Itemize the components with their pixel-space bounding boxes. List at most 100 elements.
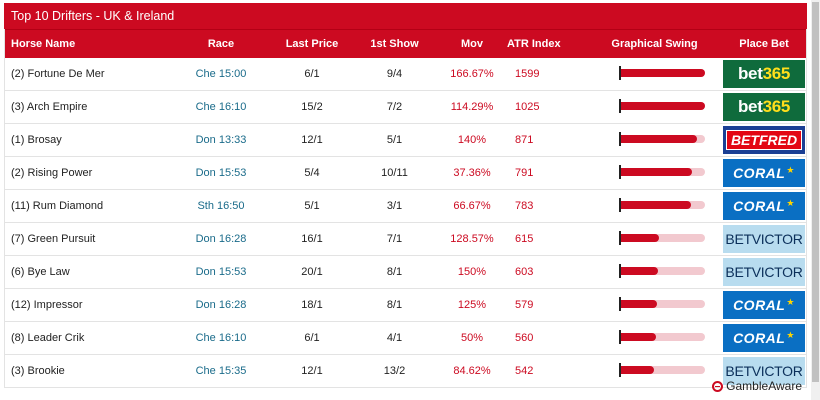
horse-name: (8) Leader Crik bbox=[5, 332, 170, 344]
race-link[interactable]: Che 15:35 bbox=[170, 365, 272, 377]
coral-bet-button[interactable]: CORAL ★ bbox=[723, 324, 805, 352]
swing-bar-cap bbox=[619, 264, 621, 278]
last-price: 20/1 bbox=[272, 266, 352, 278]
swing-bar bbox=[587, 124, 722, 156]
swing-bar-cap bbox=[619, 132, 621, 146]
race-link-text[interactable]: Don 15:53 bbox=[195, 167, 247, 179]
atr-index: 1025 bbox=[507, 101, 587, 113]
page-scrollbar[interactable] bbox=[811, 0, 820, 400]
atr-index: 1599 bbox=[507, 68, 587, 80]
betvictor-bet-button[interactable]: BETVICTOR bbox=[723, 357, 805, 385]
movement-text: 125% bbox=[457, 299, 487, 311]
race-link[interactable]: Che 16:10 bbox=[170, 101, 272, 113]
header-race: Race bbox=[207, 38, 235, 50]
last-price: 5/4 bbox=[272, 167, 352, 179]
first-show-text: 3/1 bbox=[386, 200, 403, 212]
last-price-text: 5/1 bbox=[304, 200, 320, 212]
race-link[interactable]: Sth 16:50 bbox=[170, 200, 272, 212]
first-show: 8/1 bbox=[352, 266, 437, 278]
race-link[interactable]: Che 16:10 bbox=[170, 332, 272, 344]
coral-bet-button[interactable]: CORAL ★ bbox=[723, 159, 805, 187]
last-price-text: 18/1 bbox=[301, 299, 323, 311]
betvictor-logo-text: BETVICTOR bbox=[725, 231, 803, 247]
swing-bar-track bbox=[620, 69, 705, 77]
betvictor-bet-button[interactable]: BETVICTOR bbox=[723, 225, 805, 253]
race-link[interactable]: Don 16:28 bbox=[170, 299, 272, 311]
swing-bar-cap bbox=[619, 231, 621, 245]
race-link-text[interactable]: Don 16:28 bbox=[195, 299, 247, 311]
race-link-text[interactable]: Che 16:10 bbox=[195, 101, 247, 113]
first-show-text: 4/1 bbox=[386, 332, 403, 344]
race-link-text[interactable]: Don 16:28 bbox=[195, 233, 247, 245]
race-link-text[interactable]: Che 15:35 bbox=[195, 365, 247, 377]
gamble-aware-logo[interactable]: GambleAware bbox=[712, 379, 802, 393]
atr-index-text: 615 bbox=[515, 233, 534, 245]
horse-name-text: (7) Green Pursuit bbox=[11, 233, 96, 245]
swing-bar bbox=[587, 256, 722, 288]
race-link-text[interactable]: Sth 16:50 bbox=[197, 200, 245, 212]
coral-star-icon: ★ bbox=[786, 165, 795, 175]
last-price: 18/1 bbox=[272, 299, 352, 311]
race-link[interactable]: Don 13:33 bbox=[170, 134, 272, 146]
first-show: 3/1 bbox=[352, 200, 437, 212]
first-show-text: 13/2 bbox=[383, 365, 406, 377]
bet365-bet-button[interactable]: bet 365 bbox=[723, 93, 805, 121]
swing-bar-cap bbox=[619, 198, 621, 212]
coral-star-icon: ★ bbox=[786, 198, 795, 208]
table-row: (8) Leader Crik Che 16:10 6/1 4/1 50% 560 CORA… bbox=[5, 322, 806, 355]
race-link-text[interactable]: Don 15:53 bbox=[195, 266, 247, 278]
swing-bar-fill bbox=[620, 168, 693, 176]
last-price: 6/1 bbox=[272, 68, 352, 80]
swing-bar-cap bbox=[619, 165, 621, 179]
first-show: 7/1 bbox=[352, 233, 437, 245]
swing-bar-fill bbox=[620, 201, 691, 209]
movement: 166.67% bbox=[437, 68, 507, 80]
movement-text: 140% bbox=[457, 134, 487, 146]
movement: 128.57% bbox=[437, 233, 507, 245]
swing-bar bbox=[587, 223, 722, 255]
header-place-bet: Place Bet bbox=[739, 38, 789, 50]
coral-star-icon: ★ bbox=[786, 330, 795, 340]
header-mov: Mov bbox=[461, 38, 483, 50]
race-link-text[interactable]: Don 13:33 bbox=[195, 134, 247, 146]
atr-index-text: 1599 bbox=[515, 68, 540, 80]
header-last-price: Last Price bbox=[285, 38, 339, 50]
last-price-text: 20/1 bbox=[301, 266, 323, 278]
place-bet-cell: bet 365 bbox=[722, 91, 806, 123]
last-price-text: 12/1 bbox=[301, 134, 323, 146]
place-bet-cell: bet 365 bbox=[722, 58, 806, 90]
scrollbar-thumb[interactable] bbox=[812, 2, 819, 382]
race-link-text[interactable]: Che 16:10 bbox=[195, 332, 247, 344]
widget-title: Top 10 Drifters - UK & Ireland bbox=[4, 3, 807, 29]
coral-logo-text: CORAL bbox=[733, 165, 786, 181]
last-price: 15/2 bbox=[272, 101, 352, 113]
race-link[interactable]: Che 15:00 bbox=[170, 68, 272, 80]
coral-bet-button[interactable]: CORAL ★ bbox=[723, 192, 805, 220]
bet365-bet-button[interactable]: bet 365 bbox=[723, 60, 805, 88]
movement: 66.67% bbox=[437, 200, 507, 212]
first-show: 9/4 bbox=[352, 68, 437, 80]
race-link[interactable]: Don 16:28 bbox=[170, 233, 272, 245]
bet365-logo-text: bet bbox=[737, 97, 763, 116]
horse-name-text: (11) Rum Diamond bbox=[11, 200, 104, 212]
table-row: (6) Bye Law Don 15:53 20/1 8/1 150% 603 BETVIC… bbox=[5, 256, 806, 289]
coral-bet-button[interactable]: CORAL ★ bbox=[723, 291, 805, 319]
betfred-bet-button[interactable]: BETFRED bbox=[723, 126, 805, 154]
race-link[interactable]: Don 15:53 bbox=[170, 266, 272, 278]
swing-bar-fill bbox=[620, 69, 705, 77]
betvictor-bet-button[interactable]: BETVICTOR bbox=[723, 258, 805, 286]
first-show: 5/1 bbox=[352, 134, 437, 146]
bet365-logo-text: bet bbox=[737, 64, 763, 83]
movement-text: 150% bbox=[457, 266, 487, 278]
atr-index-text: 603 bbox=[515, 266, 534, 278]
swing-bar-fill bbox=[620, 300, 657, 308]
atr-index-text: 579 bbox=[515, 299, 534, 311]
horse-name: (7) Green Pursuit bbox=[5, 233, 170, 245]
horse-name-text: (6) Bye Law bbox=[11, 266, 70, 278]
race-link[interactable]: Don 15:53 bbox=[170, 167, 272, 179]
first-show-text: 10/11 bbox=[381, 167, 408, 179]
race-link-text[interactable]: Che 15:00 bbox=[195, 68, 247, 80]
swing-bar-cap bbox=[619, 99, 621, 113]
table-body: (2) Fortune De Mer Che 15:00 6/1 9/4 166.67%… bbox=[5, 58, 806, 388]
header-first-show: 1st Show bbox=[370, 38, 419, 50]
